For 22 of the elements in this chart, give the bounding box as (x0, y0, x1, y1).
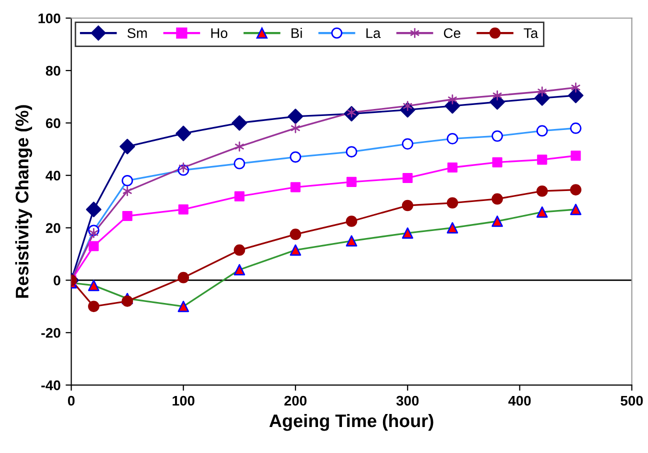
y-tick-label: 60 (46, 118, 60, 128)
x-tick-label: 400 (508, 396, 531, 406)
legend-label: Bi (292, 28, 302, 38)
y-tick-label: 40 (46, 170, 60, 181)
y-tick-label: -20 (41, 328, 60, 338)
legend-label: La (366, 28, 381, 38)
x-tick-label: 0 (68, 396, 75, 406)
y-tick-label: 20 (46, 223, 60, 233)
legend-label: Ho (211, 28, 228, 38)
y-tick-label: 80 (46, 66, 60, 76)
legend-label: Sm (127, 28, 147, 38)
legend-label: Ce (444, 28, 460, 38)
x-axis-title: Ageing Time (hour) (269, 414, 434, 431)
y-tick-label: 0 (54, 276, 60, 286)
y-tick-label: -40 (41, 380, 60, 390)
x-tick-label: 300 (396, 396, 419, 406)
x-tick-label: 100 (172, 396, 194, 406)
y-axis-title: Resistivity Change (%) (15, 105, 32, 298)
x-tick-label: 200 (284, 396, 307, 406)
y-tick-label: 100 (38, 13, 60, 24)
x-tick-label: 500 (620, 396, 643, 406)
legend-label: Ta (524, 28, 538, 38)
